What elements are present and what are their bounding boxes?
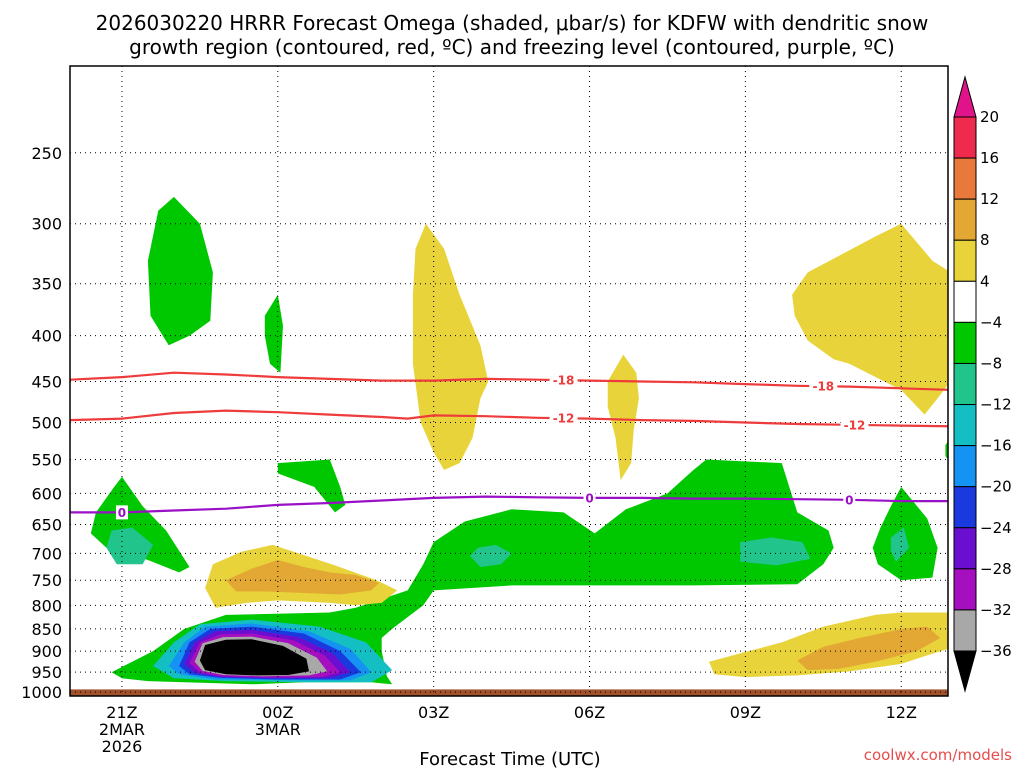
x-tick-9-line-0: 06Z (574, 703, 605, 722)
temp-0-freezing-line (70, 495, 948, 514)
omega-region-0 (147, 196, 213, 346)
contour-temp-minus-18: -18 -18 (70, 371, 948, 394)
colorbar: 20 16 12 8 4 −4 −8 −12 −16 −20 −24 −28 −32 −36 (953, 75, 1012, 693)
temp-minus-18-label-0: -18 (553, 374, 575, 388)
chart-title-line-2: growth region (contoured, red, ºC) and f… (129, 35, 895, 59)
colorbar-swatch-8 (953, 445, 977, 488)
omega-region-20 (792, 223, 948, 415)
colorbar-label-12: −32 (980, 601, 1012, 619)
colorbar-swatch-0 (953, 116, 977, 159)
plot-clip-group: -18 -18 -12 -12 0 0 0 (70, 66, 948, 696)
y-tick-800: 800 (31, 596, 62, 615)
omega-region-22 (709, 612, 948, 678)
colorbar-swatch-5 (953, 321, 977, 364)
y-tick-250: 250 (31, 144, 62, 163)
y-tick-350: 350 (31, 275, 62, 294)
ground-surface (70, 689, 948, 696)
y-tick-550: 550 (31, 451, 62, 470)
temp-minus-18-label-1: -18 (812, 380, 834, 394)
x-tick-0-line-1: 2MAR (99, 720, 145, 739)
x-tick-0-line-0: 21Z (106, 703, 137, 722)
y-tick-600: 600 (31, 484, 62, 503)
colorbar-swatch-9 (953, 486, 977, 529)
contour-temp-0-freezing: 0 0 0 (70, 490, 948, 520)
omega-region-19 (607, 354, 639, 481)
temp-0-freezing-label-2: 0 (845, 493, 853, 507)
temp-minus-12-label-bg-1 (840, 417, 869, 432)
colorbar-label-5: −4 (980, 313, 1002, 331)
y-tick-650: 650 (31, 516, 62, 535)
temp-minus-12-label-0: -12 (553, 412, 575, 426)
colorbar-label-13: −36 (980, 642, 1012, 660)
x-axis-title: Forecast Time (UTC) (419, 749, 600, 768)
temp-0-freezing-label-bg-1 (583, 490, 596, 505)
y-tick-1000: 1000 (21, 683, 62, 702)
omega-region-7 (106, 527, 154, 565)
colorbar-bottom-arrow (953, 650, 977, 693)
colorbar-swatch-7 (953, 404, 977, 447)
colorbar-swatch-3 (953, 239, 977, 282)
colorbar-swatch-1 (953, 157, 977, 200)
colorbar-label-6: −8 (980, 354, 1002, 372)
temp-minus-12-label-1: -12 (844, 418, 866, 432)
y-tick-750: 750 (31, 571, 62, 590)
omega-region-1 (264, 294, 283, 373)
temp-minus-12-line (70, 409, 948, 428)
x-tick-15-line-0: 12Z (886, 703, 917, 722)
colorbar-swatch-2 (953, 198, 977, 241)
omega-region-24 (797, 626, 941, 671)
temp-minus-18-line (70, 371, 948, 391)
plot-frame (69, 65, 949, 697)
y-tick-300: 300 (31, 215, 62, 234)
omega-region-17 (199, 639, 309, 676)
temp-minus-18-label-bg-0 (549, 373, 578, 388)
colorbar-label-7: −12 (980, 396, 1012, 414)
y-tick-700: 700 (31, 544, 62, 563)
temp-minus-18-label-bg-1 (809, 379, 838, 394)
colorbar-swatch-11 (953, 568, 977, 611)
omega-region-8 (470, 544, 512, 567)
plot-area: -18 -18 -12 -12 0 0 0 250 300 350 400 450 500 550 600 6… (21, 65, 949, 756)
y-tick-850: 850 (31, 620, 62, 639)
omega-region-9 (740, 537, 811, 566)
y-tick-950: 950 (31, 663, 62, 682)
colorbar-top-arrow (953, 75, 977, 118)
omega-region-18 (412, 223, 489, 470)
temp-minus-12-label-bg-0 (549, 411, 578, 426)
temp-0-freezing-label-bg-0 (115, 505, 128, 520)
colorbar-label-8: −16 (980, 437, 1012, 455)
colorbar-swatch-12 (953, 609, 977, 652)
contour-temp-minus-12: -12 -12 (70, 409, 948, 432)
omega-region-23 (225, 560, 380, 595)
colorbar-label-10: −24 (980, 519, 1012, 537)
colorbar-label-11: −28 (980, 560, 1012, 578)
y-tick-450: 450 (31, 372, 62, 391)
credit-text: coolwx.com/models (864, 746, 1012, 764)
temp-0-freezing-label-0: 0 (118, 506, 126, 520)
colorbar-label-9: −20 (980, 478, 1012, 496)
y-axis-ticks: 250 300 350 400 450 500 550 600 650 700 750 800 850 9… (21, 144, 62, 702)
colorbar-label-3: 8 (980, 231, 990, 249)
colorbar-label-2: 12 (980, 190, 999, 208)
colorbar-label-0: 20 (980, 108, 999, 126)
y-tick-400: 400 (31, 327, 62, 346)
colorbar-swatch-6 (953, 362, 977, 406)
colorbar-label-4: 4 (980, 272, 990, 290)
chart-title-line-1: 2026030220 HRRR Forecast Omega (shaded, … (96, 11, 929, 35)
temp-0-freezing-label-1: 0 (585, 491, 593, 505)
colorbar-swatch-10 (953, 527, 977, 570)
y-tick-900: 900 (31, 642, 62, 661)
colorbar-swatch-4 (953, 280, 977, 323)
omega-region-3 (277, 459, 346, 513)
colorbar-label-1: 16 (980, 149, 999, 167)
temp-0-freezing-label-bg-2 (843, 492, 856, 507)
x-tick-12-line-0: 09Z (730, 703, 761, 722)
x-tick-0-line-2: 2026 (102, 737, 143, 756)
x-tick-3-line-0: 00Z (262, 703, 293, 722)
x-tick-6-line-0: 03Z (418, 703, 449, 722)
y-tick-500: 500 (31, 413, 62, 432)
x-tick-3-line-1: 3MAR (255, 720, 301, 739)
